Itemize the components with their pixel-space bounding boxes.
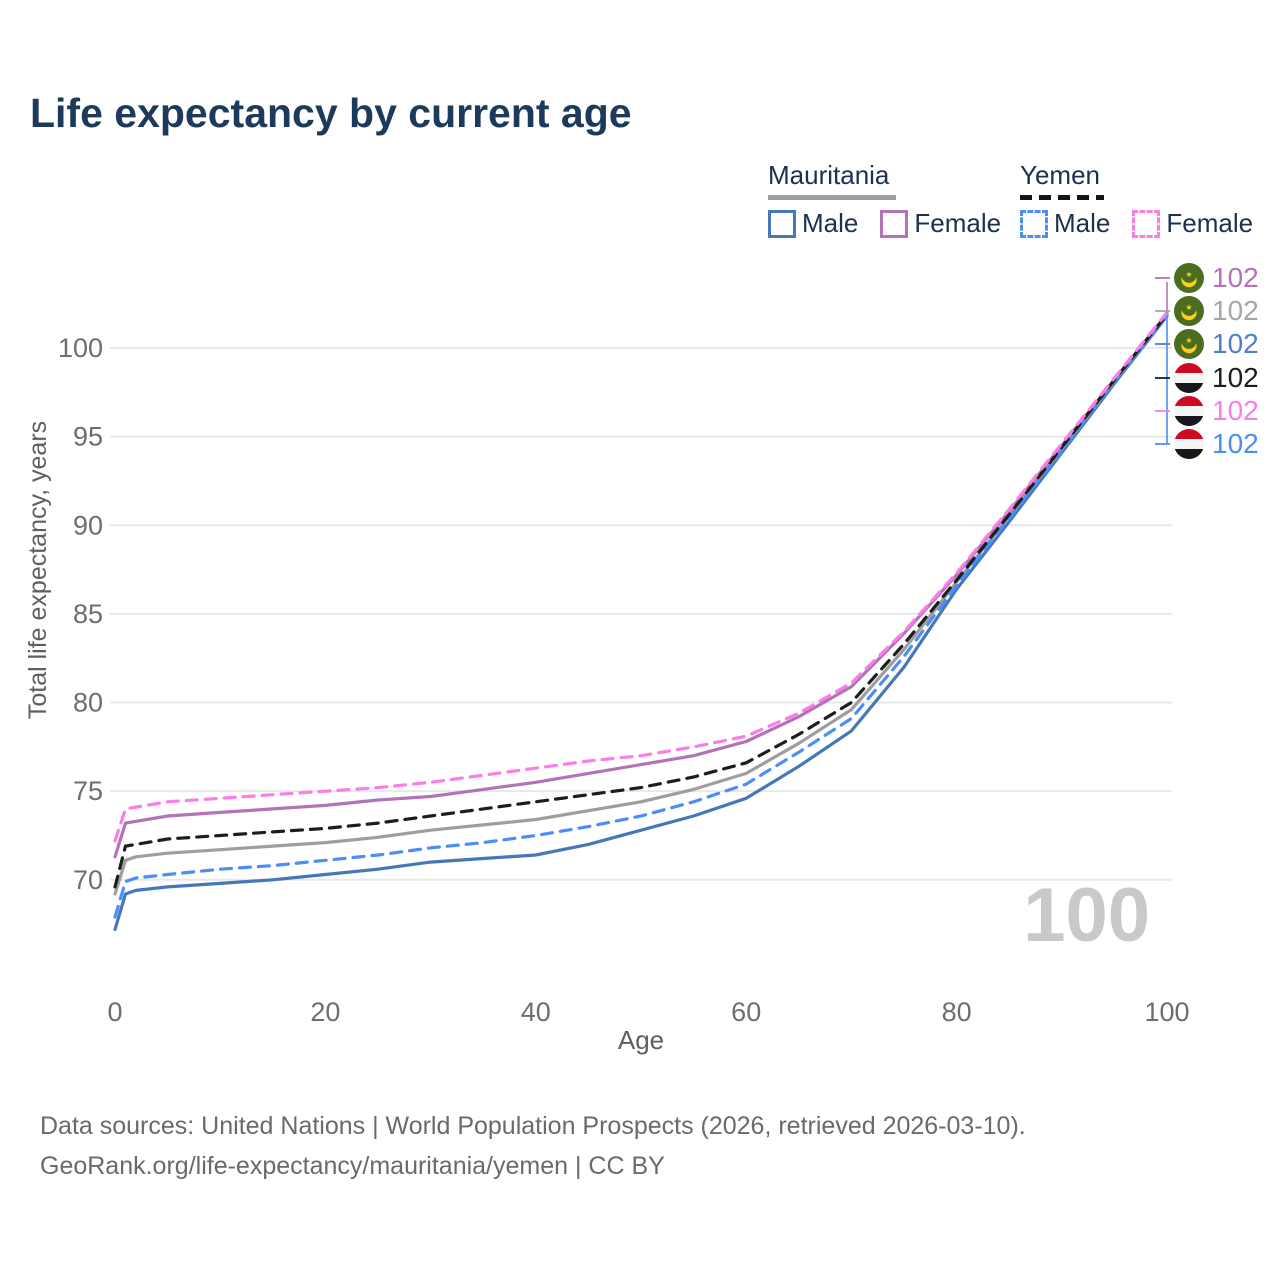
y-tick-label: 70 <box>73 865 103 895</box>
end-value: 102 <box>1212 328 1259 359</box>
yemen-flag-icon <box>1174 429 1204 459</box>
mauritania-male-swatch <box>768 209 796 238</box>
y-tick-label: 75 <box>73 776 103 806</box>
yemen-flag-icon <box>1174 396 1204 426</box>
series-line-mauritania-male[interactable] <box>113 314 1169 932</box>
series-line-yemen-male[interactable] <box>113 314 1169 919</box>
source-url-line: GeoRank.org/life-expectancy/mauritania/y… <box>40 1152 665 1180</box>
legend-country-mauritania[interactable]: Mauritania <box>768 160 890 190</box>
mauritania-flag-icon: ★ <box>1174 296 1204 326</box>
mauritania-line-swatch <box>768 195 896 200</box>
svg-text:★: ★ <box>1185 270 1192 279</box>
x-tick-label: 40 <box>521 997 551 1027</box>
footer-attribution: Data sources: United Nations | World Pop… <box>40 1106 1026 1186</box>
series-line-mauritania-female[interactable] <box>113 312 1169 859</box>
legend-item-mauritania-female[interactable]: Female <box>880 208 1001 239</box>
yemen-line-swatch <box>1020 195 1104 200</box>
end-value: 102 <box>1212 262 1259 293</box>
end-label-yemen-male[interactable]: 102 <box>1174 428 1259 460</box>
series-line-mauritania[interactable] <box>113 312 1169 896</box>
end-label-mauritania-female[interactable]: ★ 102 <box>1174 262 1259 294</box>
y-tick-label: 95 <box>73 422 103 452</box>
x-tick-label: 0 <box>107 997 122 1027</box>
page-title: Life expectancy by current age <box>30 90 632 136</box>
x-tick-label: 60 <box>731 997 761 1027</box>
mauritania-female-swatch <box>880 209 909 238</box>
legend-group-yemen: Yemen Male Female <box>1020 160 1275 239</box>
legend-label: Female <box>914 208 1002 238</box>
end-value: 102 <box>1212 295 1259 326</box>
series-line-yemen-female[interactable] <box>113 310 1169 843</box>
end-value: 102 <box>1212 362 1259 393</box>
yemen-female-swatch <box>1132 209 1161 238</box>
legend-group-mauritania: Mauritania Male Female <box>768 160 1023 239</box>
svg-text:★: ★ <box>1185 336 1192 345</box>
legend-country-yemen[interactable]: Yemen <box>1020 160 1100 190</box>
yemen-male-swatch <box>1020 209 1048 238</box>
y-tick-label: 80 <box>73 688 103 718</box>
end-label-mauritania[interactable]: ★ 102 <box>1174 295 1259 327</box>
x-axis-title: Age <box>618 1025 664 1055</box>
legend-item-mauritania-male[interactable]: Male <box>768 208 858 239</box>
svg-text:★: ★ <box>1185 303 1192 312</box>
end-label-yemen[interactable]: 102 <box>1174 362 1259 394</box>
legend-item-yemen-female[interactable]: Female <box>1132 208 1253 239</box>
end-label-yemen-female[interactable]: 102 <box>1174 395 1259 427</box>
series-line-yemen[interactable] <box>113 312 1169 889</box>
yemen-flag-icon <box>1174 363 1204 393</box>
data-sources-line: Data sources: United Nations | World Pop… <box>40 1112 1026 1140</box>
legend-label: Male <box>802 208 859 238</box>
mauritania-flag-icon: ★ <box>1174 263 1204 293</box>
y-axis-title: Total life expectancy, years <box>24 421 52 719</box>
y-tick-label: 100 <box>58 333 103 363</box>
legend-item-yemen-male[interactable]: Male <box>1020 208 1110 239</box>
end-value: 102 <box>1212 395 1259 426</box>
y-tick-label: 85 <box>73 599 103 629</box>
x-tick-label: 100 <box>1144 997 1189 1027</box>
y-tick-label: 90 <box>73 510 103 540</box>
end-label-mauritania-male[interactable]: ★ 102 <box>1174 328 1259 360</box>
mauritania-flag-icon: ★ <box>1174 329 1204 359</box>
age-watermark: 100 <box>1023 873 1150 958</box>
x-tick-label: 80 <box>942 997 972 1027</box>
legend-label: Male <box>1054 208 1111 238</box>
x-tick-label: 20 <box>310 997 340 1027</box>
end-value: 102 <box>1212 428 1259 459</box>
legend-label: Female <box>1166 208 1254 238</box>
